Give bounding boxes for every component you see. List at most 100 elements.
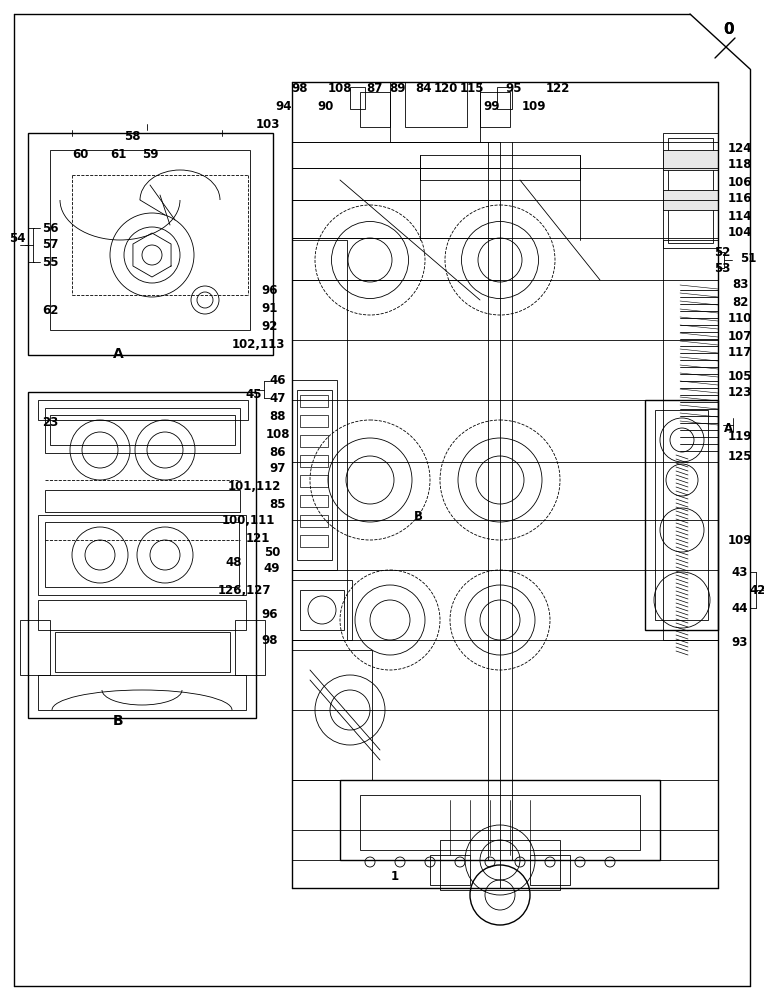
- Text: 48: 48: [225, 556, 242, 570]
- Text: 110: 110: [728, 312, 753, 326]
- Text: B: B: [413, 510, 422, 522]
- Text: 62: 62: [42, 304, 58, 316]
- Bar: [300, 435, 328, 447]
- Bar: [360, 795, 640, 850]
- Bar: [292, 580, 352, 640]
- Text: 108: 108: [328, 82, 352, 95]
- Text: 105: 105: [728, 369, 753, 382]
- Text: 43: 43: [732, 566, 748, 578]
- Text: 54: 54: [8, 232, 25, 244]
- Text: 91: 91: [262, 302, 278, 314]
- Text: 46: 46: [270, 374, 286, 387]
- Text: 56: 56: [42, 222, 58, 234]
- Text: 96: 96: [262, 607, 278, 620]
- Text: 109: 109: [728, 534, 753, 546]
- Text: 101,112: 101,112: [228, 481, 280, 493]
- Text: 47: 47: [270, 391, 286, 404]
- Bar: [297, 390, 332, 560]
- Bar: [530, 855, 570, 885]
- Bar: [655, 410, 708, 620]
- Text: 86: 86: [270, 446, 286, 458]
- Text: 126,127: 126,127: [217, 584, 270, 597]
- Text: A: A: [724, 422, 733, 434]
- Text: 96: 96: [262, 284, 278, 296]
- Text: A: A: [112, 347, 123, 361]
- Text: 51: 51: [740, 251, 756, 264]
- Bar: [663, 150, 718, 170]
- Text: 58: 58: [124, 130, 141, 143]
- Text: 120: 120: [434, 82, 458, 95]
- Text: 85: 85: [270, 497, 286, 510]
- Bar: [50, 415, 235, 445]
- Text: 98: 98: [262, 634, 278, 647]
- Text: 52: 52: [714, 245, 730, 258]
- Bar: [663, 133, 718, 248]
- Text: 84: 84: [416, 82, 432, 95]
- Text: 49: 49: [264, 562, 280, 576]
- Text: 57: 57: [42, 238, 58, 251]
- Bar: [300, 415, 328, 427]
- Text: 100,111: 100,111: [222, 514, 275, 528]
- Text: 92: 92: [262, 320, 278, 332]
- Bar: [480, 92, 510, 127]
- Bar: [20, 620, 50, 675]
- Bar: [38, 600, 246, 630]
- Text: 55: 55: [42, 255, 58, 268]
- Bar: [45, 522, 239, 587]
- Bar: [350, 87, 365, 109]
- Text: 89: 89: [390, 82, 406, 95]
- Text: 50: 50: [264, 546, 280, 558]
- Bar: [38, 675, 246, 710]
- Text: 122: 122: [545, 82, 570, 95]
- Text: 119: 119: [728, 430, 753, 444]
- Bar: [300, 535, 328, 547]
- Text: 83: 83: [732, 278, 748, 292]
- Text: 124: 124: [728, 141, 753, 154]
- Text: 94: 94: [276, 100, 293, 112]
- Bar: [497, 87, 512, 109]
- Text: 115: 115: [460, 82, 484, 95]
- Bar: [292, 240, 347, 640]
- Bar: [45, 490, 240, 512]
- Text: 97: 97: [270, 462, 286, 476]
- Text: 125: 125: [728, 450, 753, 462]
- Bar: [430, 855, 470, 885]
- Bar: [292, 650, 372, 780]
- Text: 87: 87: [366, 82, 382, 95]
- Text: 117: 117: [728, 347, 753, 360]
- Bar: [668, 138, 713, 243]
- Bar: [645, 400, 718, 630]
- Bar: [390, 82, 480, 142]
- Text: 60: 60: [72, 148, 88, 161]
- Bar: [663, 240, 718, 640]
- Text: 109: 109: [522, 100, 546, 112]
- Bar: [440, 840, 560, 890]
- Bar: [28, 133, 273, 355]
- Text: 118: 118: [728, 158, 753, 172]
- Bar: [292, 380, 337, 570]
- Bar: [360, 92, 390, 127]
- Bar: [300, 515, 328, 527]
- Bar: [663, 190, 718, 210]
- Text: 1: 1: [391, 870, 399, 884]
- Text: 95: 95: [506, 82, 523, 95]
- Text: 59: 59: [142, 148, 158, 161]
- Text: 107: 107: [728, 330, 753, 342]
- Bar: [45, 408, 240, 453]
- Text: 99: 99: [484, 100, 500, 112]
- Text: 53: 53: [714, 261, 730, 274]
- Text: 90: 90: [318, 100, 334, 112]
- Text: 108: 108: [266, 428, 290, 440]
- Bar: [28, 392, 256, 718]
- Text: 82: 82: [732, 296, 748, 308]
- Text: B: B: [112, 714, 123, 728]
- Bar: [420, 155, 580, 180]
- Text: 121: 121: [246, 532, 270, 544]
- Text: 123: 123: [728, 386, 753, 399]
- Text: 106: 106: [728, 176, 753, 188]
- Text: 44: 44: [732, 601, 748, 614]
- Bar: [405, 82, 467, 127]
- Text: 114: 114: [728, 210, 753, 223]
- Bar: [340, 780, 660, 860]
- Bar: [50, 150, 250, 330]
